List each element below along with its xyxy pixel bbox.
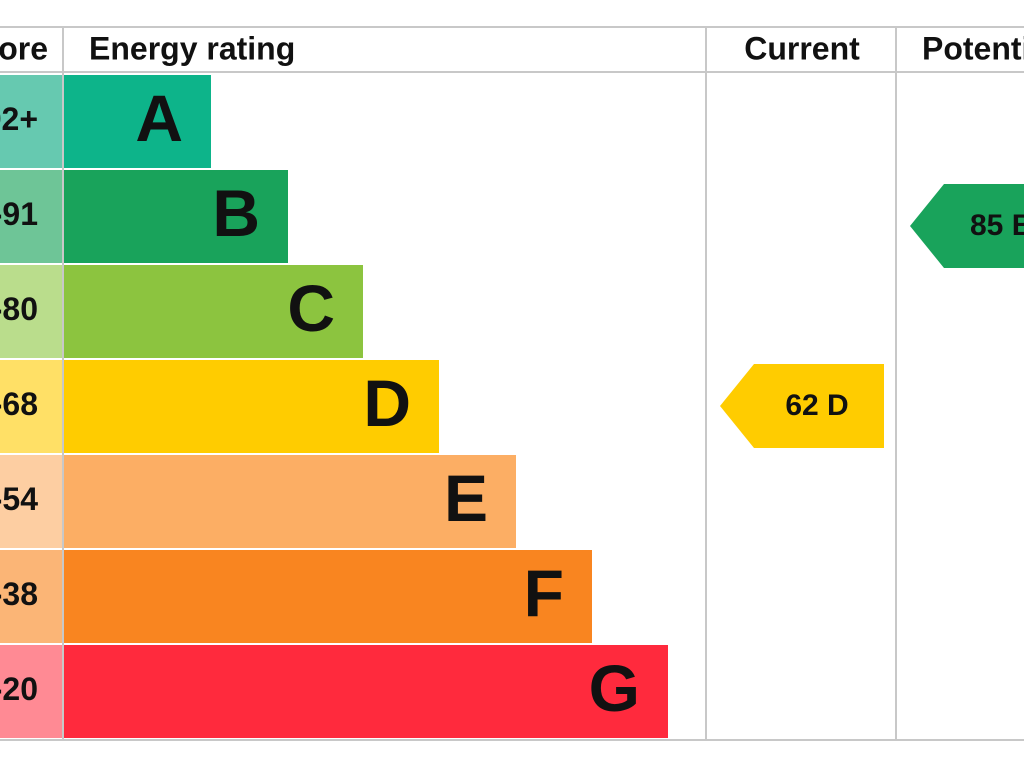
header-score: Score — [0, 30, 48, 66]
current-arrow — [720, 364, 884, 448]
rating-bar — [64, 360, 439, 453]
rating-letter: A — [135, 81, 183, 155]
score-range: 55-68 — [0, 386, 38, 422]
score-cell — [0, 75, 62, 168]
score-range: 92+ — [0, 101, 38, 137]
header-potential: Potential — [922, 30, 1024, 66]
rating-letter: G — [589, 651, 640, 725]
rating-bar — [64, 455, 516, 548]
header-current: Current — [744, 30, 860, 66]
header-rating: Energy rating — [89, 30, 295, 66]
score-cell — [0, 550, 62, 643]
rating-bar — [64, 265, 363, 358]
score-cell — [0, 360, 62, 453]
score-range: 21-38 — [0, 576, 38, 612]
rating-bar — [64, 170, 288, 263]
rating-bar — [64, 75, 211, 168]
rating-letter: B — [212, 176, 260, 250]
potential-arrow — [910, 184, 1024, 268]
score-range: 81-91 — [0, 196, 38, 232]
rating-letter: D — [363, 366, 411, 440]
current-label: 62 D — [785, 389, 848, 422]
score-cell — [0, 645, 62, 738]
score-cell — [0, 455, 62, 548]
rating-letter: E — [444, 461, 488, 535]
score-range: 1-20 — [0, 671, 38, 707]
rating-letter: F — [524, 556, 564, 630]
score-range: 69-80 — [0, 291, 38, 327]
score-cell — [0, 265, 62, 358]
rating-letter: C — [287, 271, 335, 345]
score-range: 39-54 — [0, 481, 38, 517]
score-cell — [0, 170, 62, 263]
potential-label: 85 B — [970, 209, 1024, 242]
rating-bar — [64, 645, 668, 738]
rating-bar — [64, 550, 592, 643]
